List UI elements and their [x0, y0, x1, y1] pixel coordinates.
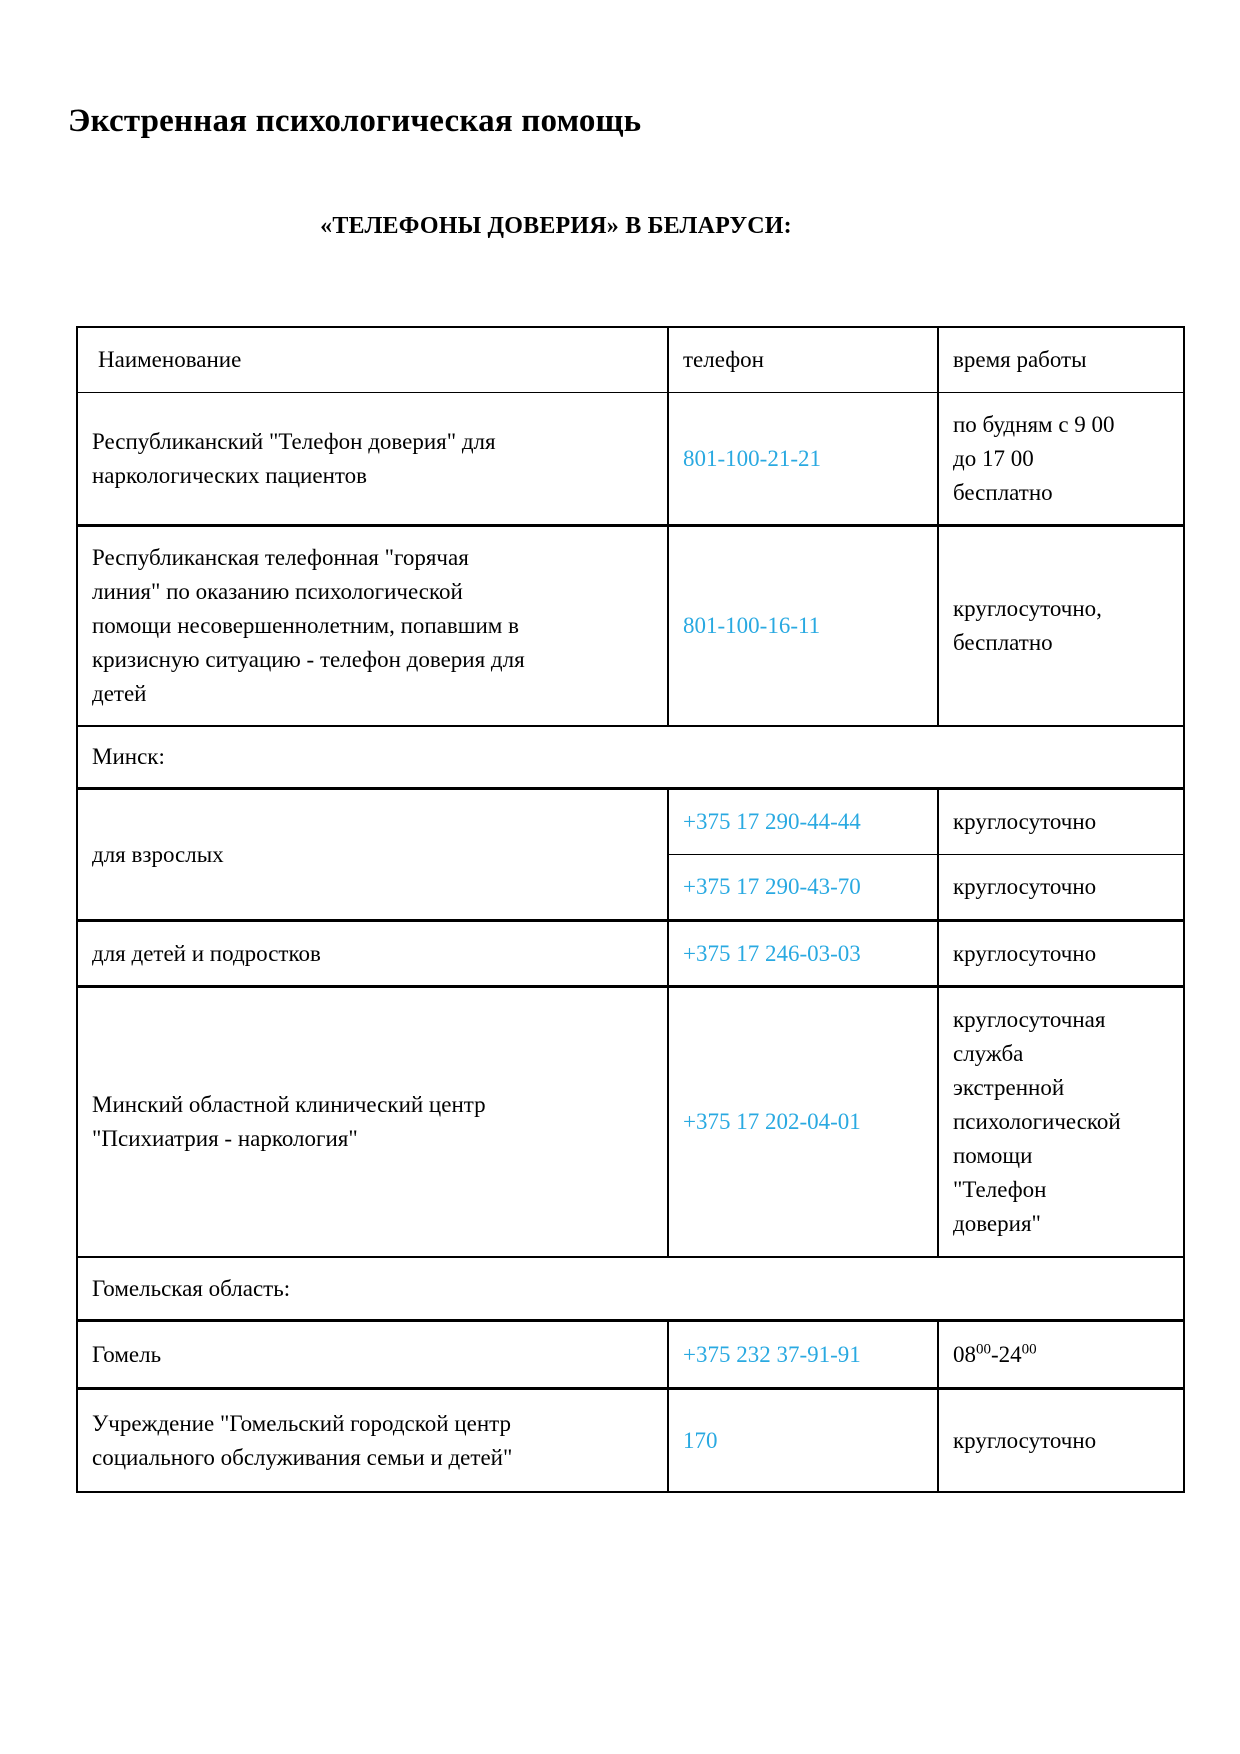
table-row: Учреждение "Гомельский городской центр с…: [76, 1387, 1185, 1493]
org-name-cell: для взрослых: [76, 787, 669, 922]
phone-cell: 801-100-21-21: [667, 392, 939, 527]
phone-cell: 170: [667, 1387, 939, 1493]
column-header-name: Наименование: [76, 325, 669, 394]
org-name-cell: для детей и подростков: [76, 919, 669, 988]
phone-link[interactable]: +375 232 37-91-91: [683, 1341, 861, 1367]
hours-cell: круглосуточно: [937, 787, 1185, 856]
table-row: Республиканская телефонная "горячая лини…: [76, 524, 1185, 727]
table-row: для детей и подростков +375 17 246-03-03…: [76, 919, 1185, 988]
table-row: +375 17 290-43-70 круглосуточно: [77, 854, 1185, 922]
hours-time: 08: [953, 1341, 976, 1367]
phone-link[interactable]: +375 17 202-04-01: [683, 1109, 861, 1135]
table-row: для взрослых +375 17 290-44-44 круглосут…: [76, 787, 1185, 922]
column-header-phone: телефон: [667, 325, 939, 394]
org-name-cell: Гомель: [76, 1319, 669, 1390]
phone-link[interactable]: +375 17 290-44-44: [683, 809, 861, 835]
org-name-cell: Республиканская телефонная "горячая лини…: [76, 524, 669, 727]
phone-cell: +375 17 246-03-03: [667, 919, 939, 988]
region-row-minsk: Минск:: [76, 724, 1185, 790]
hours-cell: по будням с 9 00 до 17 00 бесплатно: [937, 392, 1185, 527]
phone-link[interactable]: +375 17 290-43-70: [683, 874, 861, 900]
phone-cell: +375 232 37-91-91: [667, 1319, 939, 1390]
hours-cell: круглосуточно: [937, 1387, 1185, 1493]
page-title: Экстренная психологическая помощь: [68, 103, 642, 139]
region-row-gomel: Гомельская область:: [76, 1255, 1185, 1322]
hours-cell: круглосуточно: [937, 854, 1185, 922]
phone-link[interactable]: 801-100-21-21: [683, 445, 821, 471]
column-header-hours: время работы: [937, 325, 1185, 394]
phone-cell: +375 17 290-43-70: [667, 854, 939, 922]
phone-cell: +375 17 202-04-01: [667, 985, 939, 1258]
section-heading: «ТЕЛЕФОНЫ ДОВЕРИЯ» В БЕЛАРУСИ:: [320, 212, 792, 239]
hours-cell: 0800-2400: [937, 1319, 1185, 1390]
hours-time: -24: [991, 1341, 1022, 1367]
phone-link[interactable]: 801-100-16-11: [683, 613, 821, 639]
table-row: Минский областной клинический центр "Пси…: [76, 985, 1185, 1258]
table-header-row: Наименование телефон время работы: [76, 325, 1185, 394]
hours-cell: круглосуточно, бесплатно: [937, 524, 1185, 727]
table-row: Республиканский "Телефон доверия" для на…: [76, 392, 1185, 527]
region-label: Минск:: [76, 724, 1185, 790]
phone-link[interactable]: +375 17 246-03-03: [683, 940, 861, 966]
hours-superscript: 00: [976, 1341, 991, 1358]
org-name-cell: Учреждение "Гомельский городской центр с…: [76, 1387, 669, 1493]
phone-cell: +375 17 290-44-44: [667, 787, 939, 856]
org-name-cell: Минский областной клинический центр "Пси…: [76, 985, 669, 1258]
hours-cell: круглосуточно: [937, 919, 1185, 988]
region-label: Гомельская область:: [76, 1255, 1185, 1322]
org-name-cell: Республиканский "Телефон доверия" для на…: [76, 392, 669, 527]
phone-cell: 801-100-16-11: [667, 524, 939, 727]
table-row: Гомель +375 232 37-91-91 0800-2400: [76, 1319, 1185, 1390]
helplines-table: Наименование телефон время работы Респуб…: [76, 325, 1185, 1493]
phone-link[interactable]: 170: [683, 1427, 718, 1453]
hours-superscript: 00: [1021, 1341, 1037, 1358]
hours-cell: круглосуточная служба экстренной психоло…: [937, 985, 1185, 1258]
